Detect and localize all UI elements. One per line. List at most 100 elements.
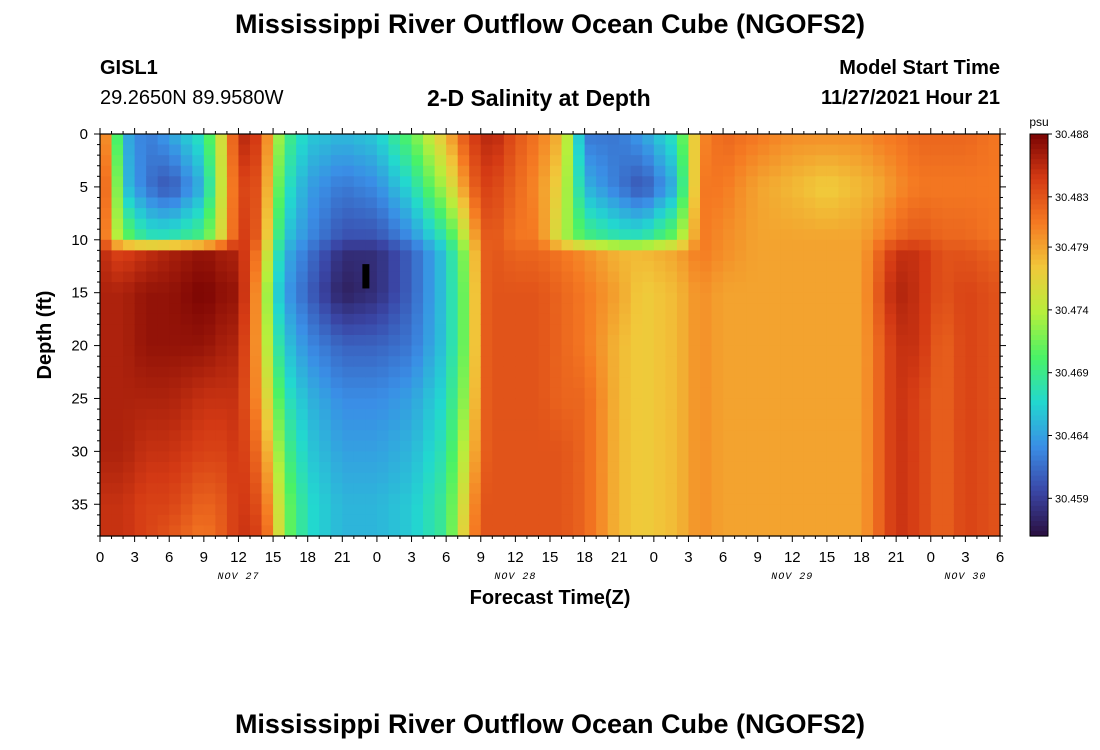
heatmap-cell	[215, 525, 228, 537]
heatmap-cell	[180, 419, 193, 431]
heatmap-cell	[815, 366, 828, 378]
heatmap-cell	[607, 208, 620, 220]
heatmap-cell	[953, 165, 966, 177]
heatmap-cell	[803, 356, 816, 368]
heatmap-cell	[400, 218, 413, 230]
heatmap-cell	[780, 419, 793, 431]
heatmap-cell	[757, 208, 770, 220]
heatmap-cell	[423, 155, 436, 167]
heatmap-cell	[769, 229, 782, 241]
heatmap-cell	[376, 303, 390, 315]
heatmap-cell	[446, 260, 459, 273]
heatmap-cell	[469, 208, 482, 220]
heatmap-cell	[896, 239, 909, 251]
heatmap-cell	[250, 461, 263, 474]
heatmap-cell	[526, 345, 540, 357]
heatmap-cell	[861, 176, 874, 188]
heatmap-cell	[446, 398, 459, 410]
heatmap-cell	[261, 335, 274, 347]
heatmap-cell	[376, 345, 390, 357]
heatmap-cell	[907, 134, 920, 146]
heatmap-cell	[342, 430, 355, 442]
heatmap-cell	[215, 366, 228, 378]
heatmap-cell	[457, 504, 470, 516]
heatmap-cell	[273, 303, 286, 315]
heatmap-cell	[146, 345, 159, 357]
colorbar-segment	[1030, 505, 1048, 512]
heatmap-cell	[919, 525, 932, 537]
x-tick-label: 9	[477, 549, 485, 566]
heatmap-cell	[561, 493, 574, 505]
heatmap-cell	[353, 493, 366, 505]
heatmap-cell	[492, 440, 505, 452]
heatmap-cell	[596, 303, 609, 315]
heatmap-cell	[376, 356, 390, 368]
heatmap-cell	[423, 483, 436, 495]
heatmap-cell	[492, 292, 505, 304]
heatmap-cell	[550, 282, 563, 294]
heatmap-cell	[342, 472, 355, 484]
heatmap-cell	[526, 472, 540, 484]
heatmap-cell	[111, 271, 124, 283]
heatmap-cell	[942, 451, 955, 463]
heatmap-cell	[226, 483, 240, 495]
heatmap-cell	[942, 282, 955, 294]
heatmap-cell	[423, 303, 436, 315]
heatmap-cell	[400, 409, 413, 421]
heatmap-cell	[434, 409, 447, 421]
heatmap-cell	[838, 419, 851, 431]
heatmap-cell	[526, 197, 540, 209]
heatmap-cell	[480, 356, 493, 368]
heatmap-cell	[123, 197, 136, 209]
heatmap-cell	[180, 229, 193, 241]
heatmap-cell	[480, 419, 493, 431]
colorbar-segment	[1030, 134, 1048, 140]
colorbar-segment	[1030, 149, 1048, 155]
heatmap-cell	[780, 493, 793, 505]
heatmap-cell	[261, 398, 274, 410]
heatmap-cell	[815, 186, 828, 199]
heatmap-cell	[492, 525, 505, 537]
heatmap-cell	[919, 493, 932, 505]
heatmap-cell	[457, 430, 470, 442]
heatmap-cell	[434, 186, 447, 199]
heatmap-cell	[769, 419, 782, 431]
heatmap-cell	[850, 134, 863, 146]
heatmap-cell	[826, 282, 840, 294]
heatmap-cell	[757, 155, 770, 167]
heatmap-cell	[826, 313, 840, 326]
heatmap-cell	[676, 472, 690, 484]
colorbar-segment	[1030, 249, 1048, 256]
heatmap-cell	[550, 324, 563, 336]
heatmap-cell	[226, 419, 240, 431]
heatmap-cell	[273, 398, 286, 410]
heatmap-cell	[976, 144, 990, 156]
x-tick-label: 9	[754, 549, 762, 566]
heatmap-cell	[573, 239, 586, 251]
heatmap-cell	[261, 451, 274, 463]
heatmap-cell	[446, 229, 459, 241]
heatmap-cell	[746, 419, 759, 431]
heatmap-cell	[630, 208, 643, 220]
heatmap-cell	[192, 398, 205, 410]
heatmap-cell	[642, 366, 655, 378]
heatmap-cell	[469, 303, 482, 315]
heatmap-cell	[584, 514, 597, 527]
heatmap-cell	[123, 377, 136, 389]
heatmap-cell	[180, 271, 193, 283]
heatmap-cell	[630, 493, 643, 505]
heatmap-cell	[838, 324, 851, 336]
heatmap-cell	[930, 366, 943, 378]
heatmap-cell	[157, 461, 170, 474]
heatmap-cell	[434, 303, 447, 315]
heatmap-cell	[319, 303, 332, 315]
heatmap-cell	[734, 493, 747, 505]
heatmap-cell	[203, 208, 216, 220]
heatmap-cell	[653, 176, 666, 188]
heatmap-cell	[203, 430, 216, 442]
heatmap-cell	[307, 197, 320, 209]
heatmap-cell	[526, 303, 540, 315]
heatmap-cell	[676, 430, 690, 442]
heatmap-cell	[665, 345, 678, 357]
heatmap-cell	[930, 260, 943, 273]
